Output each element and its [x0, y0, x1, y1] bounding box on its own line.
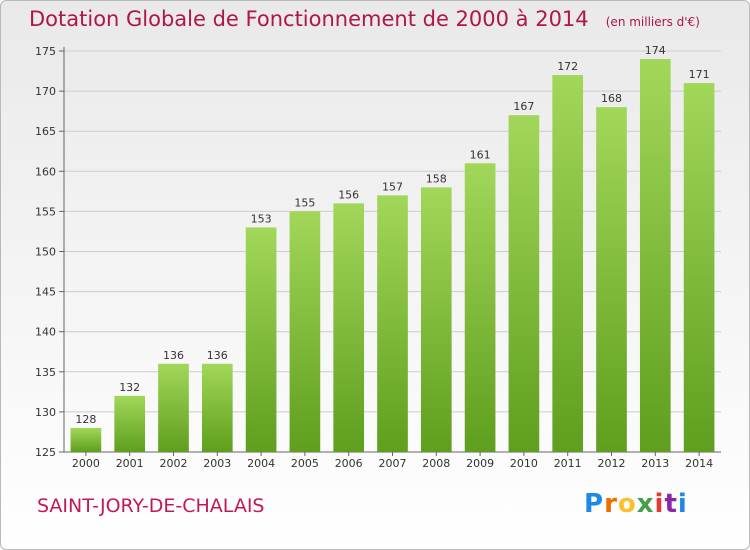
- bar-2011: [552, 75, 584, 452]
- y-tick-label: 165: [35, 125, 56, 138]
- bar-value-label: 171: [689, 68, 710, 81]
- title-row: Dotation Globale de Fonctionnement de 20…: [29, 7, 700, 31]
- x-tick-label: 2012: [598, 457, 626, 470]
- y-tick-label: 130: [35, 406, 56, 419]
- x-tick-label: 2004: [247, 457, 275, 470]
- bar-value-label: 157: [382, 180, 403, 193]
- bar-2000: [70, 427, 102, 452]
- bar-2007: [377, 195, 408, 453]
- logo-letter: o: [617, 489, 637, 519]
- labels: 125 130 135 140 145 150 155 160 165 170 175 128 2000…: [35, 44, 713, 470]
- y-tick-label: 145: [35, 286, 56, 299]
- bar-value-label: 156: [338, 188, 359, 201]
- bar-2005: [289, 211, 321, 452]
- y-tick-label: 170: [35, 85, 56, 98]
- bar-value-label: 168: [601, 92, 622, 105]
- x-tick-label: 2008: [422, 457, 450, 470]
- bar-value-label: 161: [470, 148, 491, 161]
- bar-2013: [639, 59, 671, 453]
- x-tick-label: 2005: [291, 457, 319, 470]
- x-tick-label: 2002: [160, 457, 188, 470]
- bars: [70, 59, 715, 453]
- x-tick-label: 2010: [510, 457, 538, 470]
- y-tick-label: 125: [35, 446, 56, 459]
- bar-value-label: 136: [163, 349, 184, 362]
- bar-value-label: 136: [207, 349, 228, 362]
- logo-letter: x: [636, 489, 655, 519]
- logo-letter: i: [677, 489, 688, 519]
- y-tick-label: 155: [35, 205, 56, 218]
- bar-2006: [333, 203, 365, 452]
- bar-2014: [683, 83, 715, 452]
- bar-2004: [245, 227, 277, 452]
- x-tick-label: 2011: [554, 457, 582, 470]
- bar-value-label: 167: [513, 100, 534, 113]
- bar-value-label: 153: [251, 212, 272, 225]
- y-tick-label: 150: [35, 246, 56, 259]
- logo-letter: t: [664, 489, 678, 519]
- logo-letter: P: [584, 489, 605, 519]
- bar-value-label: 172: [557, 60, 578, 73]
- x-tick-label: 2013: [641, 457, 669, 470]
- bar-value-label: 128: [75, 413, 96, 426]
- bar-2009: [464, 163, 496, 452]
- town-name: SAINT-JORY-DE-CHALAIS: [37, 495, 265, 517]
- bar-2012: [596, 107, 627, 452]
- bar-2002: [158, 363, 189, 452]
- bar-value-label: 174: [645, 44, 666, 57]
- bar-2010: [508, 115, 540, 452]
- bar-value-label: 132: [119, 381, 140, 394]
- x-tick-label: 2006: [335, 457, 363, 470]
- chart-title: Dotation Globale de Fonctionnement de 20…: [29, 7, 589, 31]
- bar-2003: [201, 363, 233, 452]
- logo-letter: r: [604, 489, 618, 519]
- chart-unit: (en milliers d'€): [605, 15, 700, 29]
- proxiti-logo[interactable]: Proxiti: [584, 489, 688, 519]
- bar-2001: [114, 395, 146, 452]
- x-tick-label: 2014: [685, 457, 713, 470]
- logo-letter: i: [654, 489, 665, 519]
- x-tick-label: 2009: [466, 457, 494, 470]
- bar-2008: [420, 187, 452, 452]
- x-tick-label: 2001: [116, 457, 144, 470]
- y-tick-label: 140: [35, 326, 56, 339]
- y-tick-label: 160: [35, 165, 56, 178]
- x-tick-label: 2007: [379, 457, 407, 470]
- y-tick-label: 135: [35, 366, 56, 379]
- bar-value-label: 158: [426, 172, 447, 185]
- x-tick-label: 2003: [203, 457, 231, 470]
- y-tick-label: 175: [35, 45, 56, 58]
- bar-value-label: 155: [294, 196, 315, 209]
- x-tick-label: 2000: [72, 457, 100, 470]
